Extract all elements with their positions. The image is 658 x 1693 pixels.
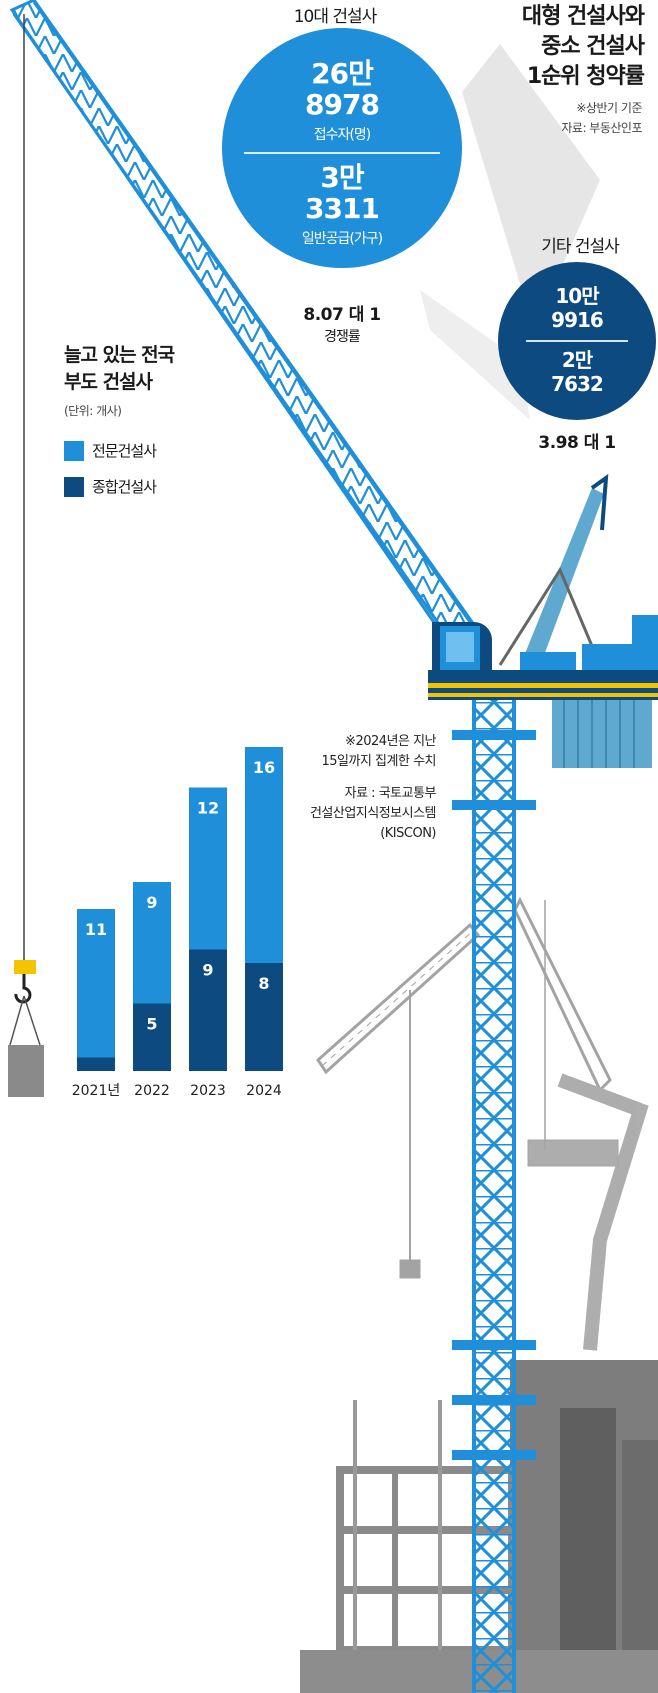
building xyxy=(300,1360,658,1693)
bar-segment-general xyxy=(133,1003,171,1071)
applicants-value: 9916 xyxy=(551,308,604,332)
small-bubble-label: 기타 건설사 xyxy=(541,237,620,257)
source-line: 건설산업지식정보시스템 xyxy=(309,806,437,821)
bar-segment-general xyxy=(245,963,283,1071)
applicants-value: 26만 xyxy=(311,57,374,90)
supply-value: 3만 xyxy=(320,161,364,194)
source-text: 자료: 부동산인포 xyxy=(561,121,642,135)
chart-title-line: 부도 건설사 xyxy=(64,371,153,393)
bar-label-specialty: 9 xyxy=(146,893,157,912)
title-line: 중소 건설사 xyxy=(541,34,645,59)
big-bubble: 26만 8978 접수자(명) 3만 3311 일반공급(가구) xyxy=(222,28,462,268)
applicants-unit: 접수자(명) xyxy=(313,127,371,143)
supply-value: 3311 xyxy=(305,192,380,225)
chart-title: 늘고 있는 전국 부도 건설사 xyxy=(64,342,304,396)
bar-segment-specialty xyxy=(189,787,227,950)
bubble-connector xyxy=(462,44,600,330)
bar-segment-general xyxy=(189,949,227,1071)
applicants-value: 10만 xyxy=(555,284,599,308)
chart-source-note: 자료 : 국토교통부 건설산업지식정보시스템 (KISCON) xyxy=(256,784,437,844)
chart-unit: (단위: 개사) xyxy=(64,404,122,418)
crane-cab xyxy=(428,473,658,768)
bar-label-specialty: 16 xyxy=(253,758,275,777)
small-bubble: 10만 9916 2만 7632 xyxy=(498,262,656,420)
x-tick-label: 2022 xyxy=(134,1083,170,1099)
crane-jib xyxy=(9,0,475,643)
note-line: ※2024년은 지난 xyxy=(345,734,436,749)
chart-title-line: 늘고 있는 전국 xyxy=(64,344,175,366)
applicants-value: 8978 xyxy=(305,88,380,121)
source-line: 자료 : 국토교통부 xyxy=(344,786,437,801)
supply-value: 2만 xyxy=(561,348,593,372)
bar-segment-specialty xyxy=(133,882,171,1004)
bubble-divider xyxy=(244,152,440,154)
ratio-label: 경쟁률 xyxy=(324,329,361,345)
small-bubble-ratio: 3.98 대 1 xyxy=(538,433,616,453)
legend-label-general: 종합건설사 xyxy=(92,478,157,496)
bar-label-specialty: 12 xyxy=(197,799,219,818)
note-line: 15일까지 집계한 수치 xyxy=(321,754,437,769)
supply-unit: 일반공급(가구) xyxy=(301,231,383,247)
legend-swatch-specialty xyxy=(64,441,84,461)
big-bubble-ratio: 8.07 대 1 xyxy=(303,305,381,325)
x-tick-label: 2021년 xyxy=(72,1083,121,1099)
bubble-connector-lower xyxy=(420,290,530,420)
bar-label-general: 9 xyxy=(202,961,213,980)
bar-label-general: 1 xyxy=(90,1069,101,1088)
supply-value: 7632 xyxy=(551,372,604,396)
base-period-note: ※상반기 기준 자료: 부동산인포 xyxy=(462,98,642,138)
bar-label-general: 8 xyxy=(258,974,269,993)
infographic-title: 대형 건설사와 중소 건설사 1순위 청약률 xyxy=(444,2,645,92)
chart-period-note: ※2024년은 지난 15일까지 집계한 수치 xyxy=(276,732,437,772)
source-line: (KISCON) xyxy=(380,826,436,841)
bar-label-general: 5 xyxy=(146,1015,157,1034)
x-tick-label: 2024 xyxy=(246,1083,282,1099)
crane-tower xyxy=(452,700,536,1693)
x-tick-label: 2023 xyxy=(190,1083,226,1099)
bar-segment-general xyxy=(77,1057,115,1071)
title-line: 1순위 청약률 xyxy=(526,64,645,89)
bar-segment-specialty xyxy=(77,909,115,1058)
big-bubble-label: 10대 건설사 xyxy=(293,7,378,27)
crane-hook xyxy=(8,14,44,1097)
bar-segment-specialty xyxy=(245,747,283,963)
bar-label-specialty: 11 xyxy=(85,920,107,939)
legend-swatch-general xyxy=(64,477,84,497)
title-line: 대형 건설사와 xyxy=(521,4,645,29)
legend-label-specialty: 전문건설사 xyxy=(92,442,157,460)
note-text: ※상반기 기준 xyxy=(576,101,642,115)
bubble-divider xyxy=(526,340,628,342)
